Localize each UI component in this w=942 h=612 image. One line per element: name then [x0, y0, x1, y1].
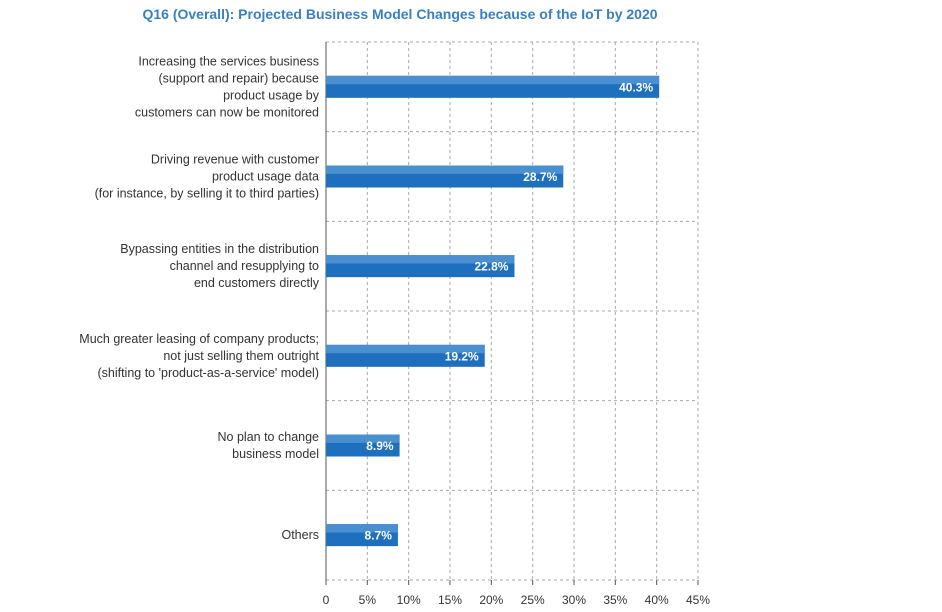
x-tick-label: 30% [562, 593, 586, 607]
category-label-line: Driving revenue with customer [151, 153, 319, 167]
bar-value-label: 40.3% [619, 80, 653, 94]
category-label-line: product usage data [212, 170, 319, 184]
category-label: Driving revenue with customer product usa… [95, 153, 319, 201]
x-tick-label: 5% [359, 593, 377, 607]
category-labels: Increasing the services business (support… [79, 54, 319, 542]
bars: 40.3% 28.7% 22.8% 19.2% 8.9% 8.7% [326, 75, 660, 547]
category-label: Much greater leasing of company products… [79, 332, 319, 380]
bar-highlight [326, 524, 398, 533]
category-label: Increasing the services business (support… [135, 54, 320, 119]
x-tick-label: 10% [397, 593, 421, 607]
bar-highlight [326, 344, 485, 354]
bar-value-label: 28.7% [523, 170, 557, 184]
bar-value-label: 8.9% [366, 439, 394, 453]
category-label-line: channel and resupplying to [170, 259, 319, 273]
bar-value-label: 19.2% [445, 349, 479, 363]
x-tick-label: 45% [686, 593, 710, 607]
x-tick-label: 15% [438, 593, 462, 607]
category-label-line: Bypassing entities in the distribution [120, 242, 319, 256]
category-label-line: (for instance, by selling it to third pa… [95, 187, 319, 201]
category-label-line: end customers directly [194, 276, 320, 290]
category-label-line: Much greater leasing of company products… [79, 332, 319, 346]
x-tick-label: 0 [323, 593, 330, 607]
x-tick-label: 35% [603, 593, 627, 607]
x-tick-label: 25% [521, 593, 545, 607]
chart-title: Q16 (Overall): Projected Business Model … [142, 6, 658, 22]
bar-highlight [326, 165, 564, 174]
category-label-line: not just selling them outright [163, 349, 319, 363]
bar-highlight [326, 75, 660, 85]
bar-value-label: 22.8% [474, 260, 508, 274]
category-label-line: No plan to change [218, 430, 320, 444]
x-tick-label: 40% [645, 593, 669, 607]
category-label: No plan to change business model [218, 430, 320, 461]
grid-lines [325, 41, 699, 581]
category-label-line: (support and repair) because [158, 71, 319, 85]
x-tick-label: 20% [479, 593, 503, 607]
category-label-line: product usage by [223, 88, 320, 102]
bar-highlight [326, 434, 400, 443]
category-label-line: Increasing the services business [138, 54, 319, 68]
category-label: Others [281, 528, 319, 542]
x-axis-ticks: 0 5% 10% 15% 20% 25% 30% 35% 40% 45% [323, 580, 710, 607]
category-label-line: Others [281, 528, 319, 542]
bar-value-label: 8.7% [365, 529, 393, 543]
category-label-line: customers can now be monitored [135, 105, 319, 119]
category-label: Bypassing entities in the distribution ch… [120, 242, 319, 290]
category-label-line: business model [232, 447, 319, 461]
category-label-line: (shifting to 'product-as-a-service' mode… [97, 366, 319, 380]
bar-highlight [326, 255, 515, 264]
